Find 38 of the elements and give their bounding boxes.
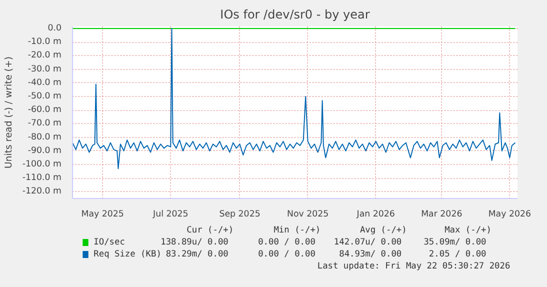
chart-title: IOs for /dev/sr0 - by year [220,8,370,22]
text: 0.00 / 0.00 [258,250,316,260]
x-tick-label: May 2026 [488,210,532,220]
text: Avg (-/+) [360,226,407,236]
y-tick-label: -30.0 m [28,64,62,74]
y-tick-label: -120.0 m [22,186,62,197]
x-tick-label: Jul 2025 [152,210,188,220]
text: Min (-/+) [274,226,321,236]
y-tick-label: -60.0 m [28,105,62,116]
x-tick-label: Nov 2025 [286,210,329,220]
y-tick-label: -70.0 m [28,118,62,129]
x-tick-label: Mar 2026 [421,210,462,220]
y-tick-label: -100.0 m [22,160,62,170]
text: 35.09m/ 0.00 [424,238,486,248]
text: 84.93m/ 0.00 [339,250,402,260]
text: Last update: Fri May 22 05:30:27 2026 [317,262,510,272]
text: Cur (-/+) [186,226,234,236]
text: 2.05 / 0.00 [428,250,486,260]
y-tick-label: -40.0 m [28,78,62,88]
legend-label: Req Size (KB) [94,250,162,260]
text: 142.07u/ 0.00 [334,238,402,248]
text: 0.00 / 0.00 [258,238,316,248]
y-tick-label: -20.0 m [28,50,62,61]
y-tick-label: -50.0 m [28,92,62,102]
x-tick-label: Jan 2026 [356,210,395,220]
y-axis-title: Units read (-) / write (+) [3,56,14,169]
x-tick-label: May 2025 [81,210,124,220]
line-series [72,28,516,170]
text: Max (-/+) [444,226,492,236]
y-tick-label: -10.0 m [28,37,62,48]
x-tick-label: Sep 2025 [219,210,260,220]
y-tick-label: 0.0 [48,24,62,34]
text: 83.29m/ 0.00 [166,250,228,260]
y-tick-label: -110.0 m [22,173,62,184]
y-tick-label: -80.0 m [28,132,62,142]
y-tick-label: -90.0 m [28,146,62,156]
text: 138.89u/ 0.00 [160,238,228,248]
legend-label: IO/sec [94,238,125,248]
